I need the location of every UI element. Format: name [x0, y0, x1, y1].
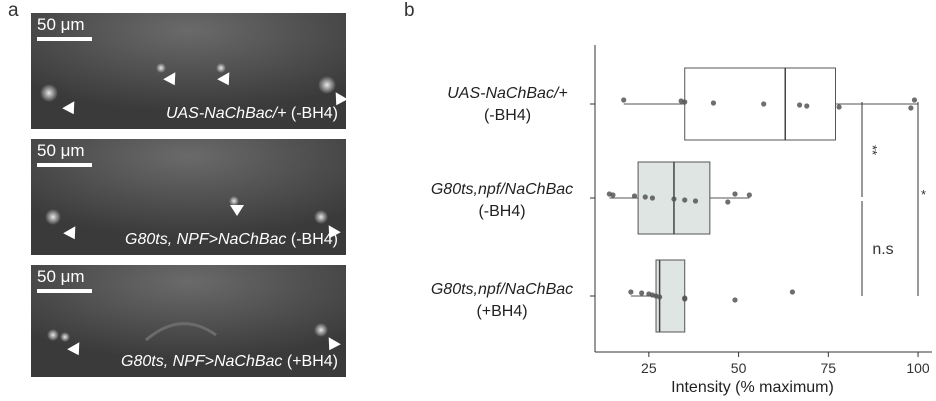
micrograph-1: 50 μm UAS-NaChBac/+ (-BH4) [31, 13, 346, 129]
box [684, 67, 836, 141]
data-point [682, 99, 688, 105]
data-point [692, 198, 699, 204]
panel-a-letter: a [8, 0, 19, 21]
data-point [631, 193, 638, 199]
data-point [908, 105, 914, 111]
group-label-3: G80ts,npf/NaChBac (+BH4) [430, 281, 574, 320]
sig-label-1: ** [865, 145, 880, 155]
x-axis-label: Intensity (% maximum) [671, 379, 834, 396]
data-point [732, 297, 738, 303]
group-label-1: UAS-NaChBac/+ (-BH4) [447, 85, 568, 124]
sig-label-2: n.s [872, 241, 893, 258]
data-point [639, 290, 645, 296]
arrowhead-marker [230, 205, 244, 216]
micrograph-1-texture [31, 13, 346, 129]
micrograph-2-texture [31, 139, 346, 255]
x-tick-label: 25 [641, 360, 657, 376]
micrograph-3-texture [31, 265, 346, 377]
data-point [628, 289, 634, 295]
panel-b-letter: b [404, 0, 415, 21]
data-point [682, 296, 688, 302]
data-point [797, 102, 803, 108]
data-point [746, 192, 752, 198]
data-point [682, 197, 688, 203]
scale-bar [37, 37, 92, 41]
data-point [911, 97, 918, 103]
micrograph-2: 50 μm G80ts, NPF>NaChBac (-BH4) [31, 139, 346, 255]
x-tick-label: 75 [821, 360, 837, 376]
micrograph-3-label: G80ts, NPF>NaChBac (+BH4) [121, 353, 338, 370]
scale-bar [37, 163, 92, 167]
data-point [789, 289, 796, 295]
data-point [725, 199, 731, 205]
data-point [710, 100, 717, 106]
data-point [804, 103, 810, 109]
data-point [642, 194, 648, 200]
data-point [621, 97, 627, 103]
scale-label: 50 μm [37, 15, 85, 34]
group-label-2: G80ts,npf/NaChBac (-BH4) [430, 181, 574, 220]
data-point [761, 101, 767, 107]
scale-label: 50 μm [37, 141, 85, 160]
data-point [732, 191, 738, 197]
micrograph-2-label: G80ts, NPF>NaChBac (-BH4) [125, 231, 338, 248]
x-tick-label: 50 [731, 360, 747, 376]
data-point [657, 294, 663, 300]
micrograph-1-label: UAS-NaChBac/+ (-BH4) [165, 105, 338, 122]
data-point [649, 195, 656, 201]
sig-label-3: * [921, 187, 926, 202]
micrograph-3: 50 μm G80ts, NPF>NaChBac (+BH4) [31, 265, 346, 377]
scale-label: 50 μm [37, 267, 85, 286]
data-point [836, 104, 842, 110]
data-point [671, 196, 677, 202]
data-point [610, 192, 616, 198]
x-tick-label: 100 [906, 360, 930, 376]
scale-bar [37, 289, 92, 293]
